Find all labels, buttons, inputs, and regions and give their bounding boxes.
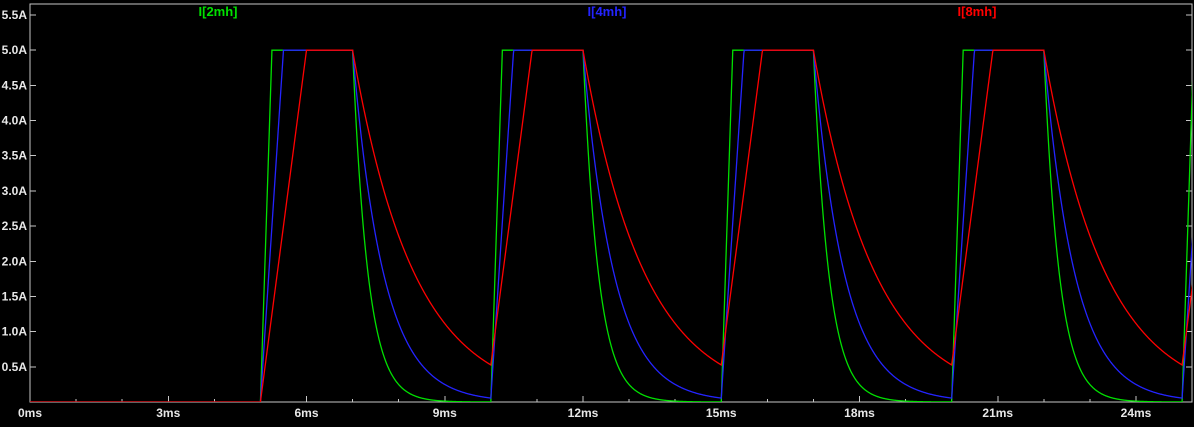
x-tick-label: 21ms (982, 406, 1013, 420)
y-tick-label: 5.0A (2, 43, 28, 57)
x-tick-label: 15ms (706, 406, 737, 420)
x-tick-label: 24ms (1121, 406, 1152, 420)
trace-name-label[interactable]: I[8mh] (958, 4, 997, 19)
y-tick-label: 1.5A (2, 289, 28, 303)
x-tick-label: 12ms (568, 406, 599, 420)
y-tick-label: 3.0A (2, 184, 28, 198)
y-tick-label: 1.0A (2, 325, 28, 339)
y-tick-label: 4.0A (2, 114, 28, 128)
trace-name-label[interactable]: I[4mh] (588, 4, 627, 19)
waveform-trace-4mh[interactable] (30, 49, 1193, 402)
x-tick-label: 0ms (18, 406, 42, 420)
waveform-trace-2mh[interactable] (30, 49, 1193, 402)
waveform-trace-8mh[interactable] (30, 49, 1193, 402)
y-tick-label: 4.5A (2, 78, 28, 92)
x-tick-label: 6ms (294, 406, 318, 420)
x-tick-label: 9ms (433, 406, 457, 420)
y-tick-label: 0.5A (2, 360, 28, 374)
trace-name-label[interactable]: I[2mh] (199, 4, 238, 19)
y-tick-label: 2.5A (2, 219, 28, 233)
x-tick-label: 3ms (156, 406, 180, 420)
y-tick-label: 3.5A (2, 149, 28, 163)
y-tick-label: 2.0A (2, 254, 28, 268)
x-tick-label: 18ms (844, 406, 875, 420)
plot-pane-border (29, 3, 1193, 403)
trace-group (30, 49, 1193, 402)
y-tick-label: 5.5A (2, 8, 28, 22)
